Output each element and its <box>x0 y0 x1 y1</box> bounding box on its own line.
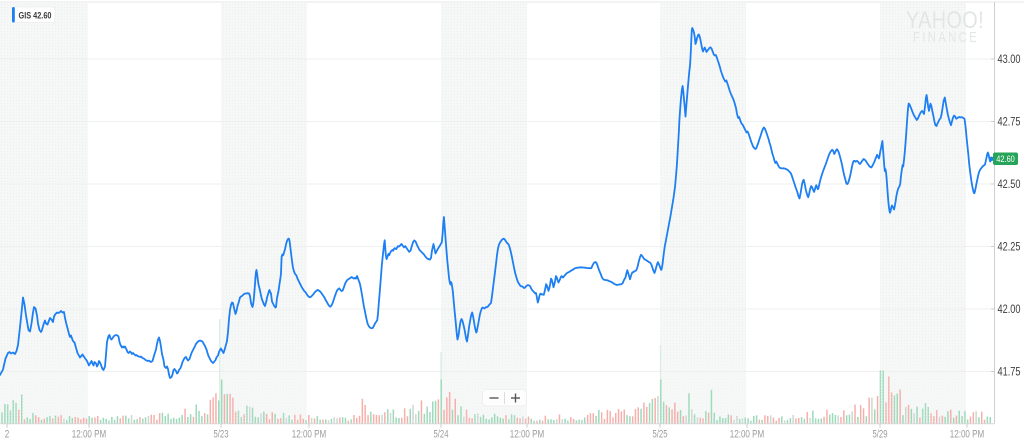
svg-text:43.00: 43.00 <box>998 54 1021 66</box>
svg-text:42.50: 42.50 <box>998 179 1021 191</box>
svg-text:GIS 42.60: GIS 42.60 <box>19 10 52 20</box>
svg-text:5/29: 5/29 <box>873 429 888 441</box>
svg-text:12:00 PM: 12:00 PM <box>730 429 765 441</box>
svg-text:5/25: 5/25 <box>653 429 668 441</box>
svg-text:YAHOO!: YAHOO! <box>906 7 984 34</box>
svg-text:12:00 PM: 12:00 PM <box>72 429 107 441</box>
svg-text:42.25: 42.25 <box>998 242 1021 254</box>
svg-text:12:00 PM: 12:00 PM <box>292 429 327 441</box>
svg-text:12:00 PM: 12:00 PM <box>950 429 985 441</box>
svg-text:42.60: 42.60 <box>996 154 1015 164</box>
svg-text:42.00: 42.00 <box>998 304 1021 316</box>
svg-text:5/23: 5/23 <box>214 429 229 441</box>
svg-text:5/24: 5/24 <box>434 429 449 441</box>
svg-text:42.75: 42.75 <box>998 117 1021 129</box>
svg-text:2: 2 <box>5 429 10 441</box>
svg-text:FINANCE: FINANCE <box>913 29 979 46</box>
svg-text:12:00 PM: 12:00 PM <box>510 429 545 441</box>
svg-text:41.75: 41.75 <box>998 367 1021 379</box>
